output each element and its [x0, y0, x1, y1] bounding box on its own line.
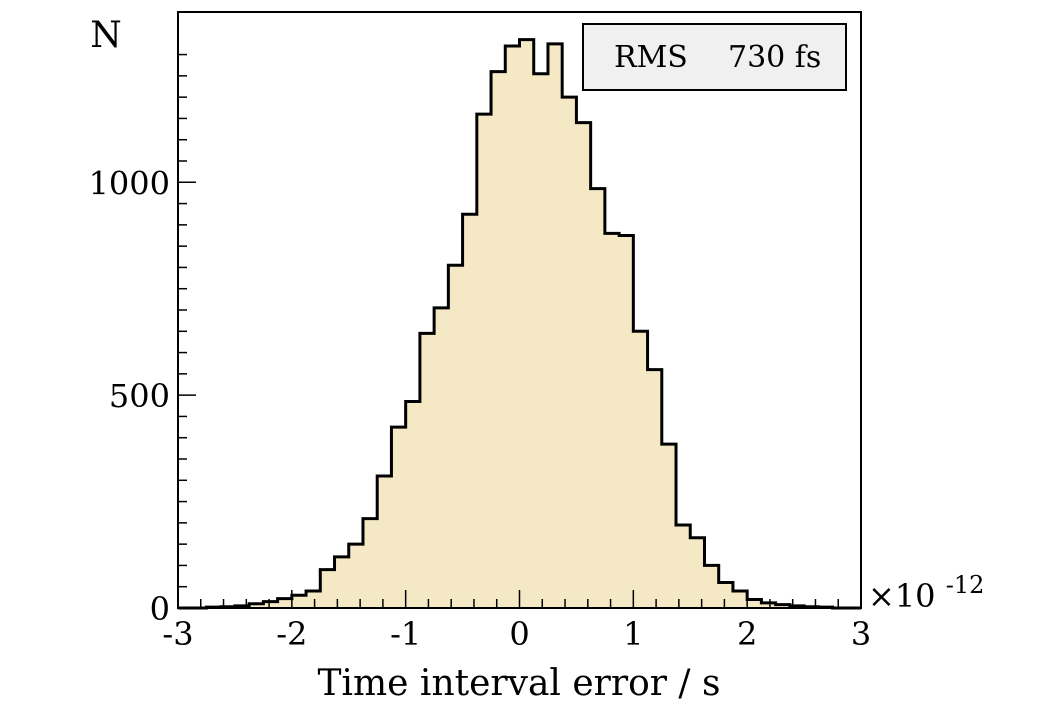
- histogram-bar: [547, 43, 563, 608]
- histogram-bar: [391, 427, 407, 608]
- histogram-bar: [533, 73, 549, 608]
- x-axis-multiplier: ×10 -12: [868, 571, 984, 615]
- y-axis-ticks: 0 500 1000: [89, 53, 196, 628]
- histogram-bar: [348, 544, 364, 608]
- histogram-bar: [633, 331, 649, 608]
- histogram-bars: [206, 39, 834, 609]
- x-axis-label: Time interval error / s: [318, 663, 721, 704]
- x-tick-label: -2: [276, 615, 307, 653]
- histogram-bar: [505, 46, 521, 609]
- y-tick-label: 0: [150, 590, 170, 628]
- histogram-bar: [576, 122, 592, 608]
- histogram-bar: [277, 598, 293, 608]
- stats-box-label: RMS: [614, 40, 688, 75]
- y-tick-label: 1000: [89, 164, 170, 202]
- x-tick-label: 0: [509, 615, 529, 653]
- histogram-bar: [249, 603, 264, 608]
- histogram-bar: [491, 71, 506, 609]
- histogram-bar: [519, 39, 535, 608]
- histogram-bar: [263, 601, 279, 608]
- stats-box: RMS 730 fs: [582, 23, 847, 91]
- x-tick-label: -1: [390, 615, 421, 653]
- histogram-bar: [732, 590, 748, 608]
- x-tick-label: 3: [851, 615, 871, 653]
- histogram-bar: [377, 476, 393, 608]
- histogram-bar: [334, 556, 350, 608]
- histogram-outline: [178, 38, 861, 610]
- histogram-bar: [775, 604, 791, 608]
- histogram-bar: [306, 590, 321, 608]
- y-axis-label: N: [90, 15, 122, 56]
- x-axis-ticks: -3 -2 -1 0 1 2 3: [162, 590, 871, 653]
- histogram-bar: [462, 214, 478, 608]
- histogram-bar: [405, 401, 421, 608]
- histogram-bar: [362, 518, 378, 608]
- histogram-bar: [747, 599, 762, 608]
- histogram-bar: [704, 565, 720, 608]
- histogram-bar: [434, 307, 449, 608]
- histogram-bar: [590, 188, 606, 608]
- y-tick-label: 500: [109, 377, 170, 415]
- histogram-bar: [676, 524, 691, 608]
- histogram-bar: [291, 595, 307, 608]
- histogram-bar: [419, 333, 435, 608]
- histogram-bar: [448, 265, 464, 608]
- stats-box-value: 730 fs: [728, 40, 821, 75]
- histogram-bar: [619, 235, 634, 608]
- histogram-bar: [661, 444, 677, 608]
- x-axis-multiplier-base: ×10: [868, 577, 936, 615]
- x-tick-label: 1: [623, 615, 643, 653]
- histogram-bar: [647, 369, 663, 608]
- histogram-bar: [476, 114, 492, 609]
- histogram-bar: [562, 97, 578, 609]
- histogram-bar: [761, 602, 777, 608]
- histogram-bar: [718, 582, 734, 608]
- x-tick-label: 2: [737, 615, 757, 653]
- x-tick-label: -3: [162, 615, 193, 653]
- histogram-bar: [320, 569, 336, 608]
- histogram-bar: [604, 233, 620, 608]
- histogram-bar: [690, 537, 706, 608]
- x-axis-multiplier-exponent: -12: [946, 571, 985, 599]
